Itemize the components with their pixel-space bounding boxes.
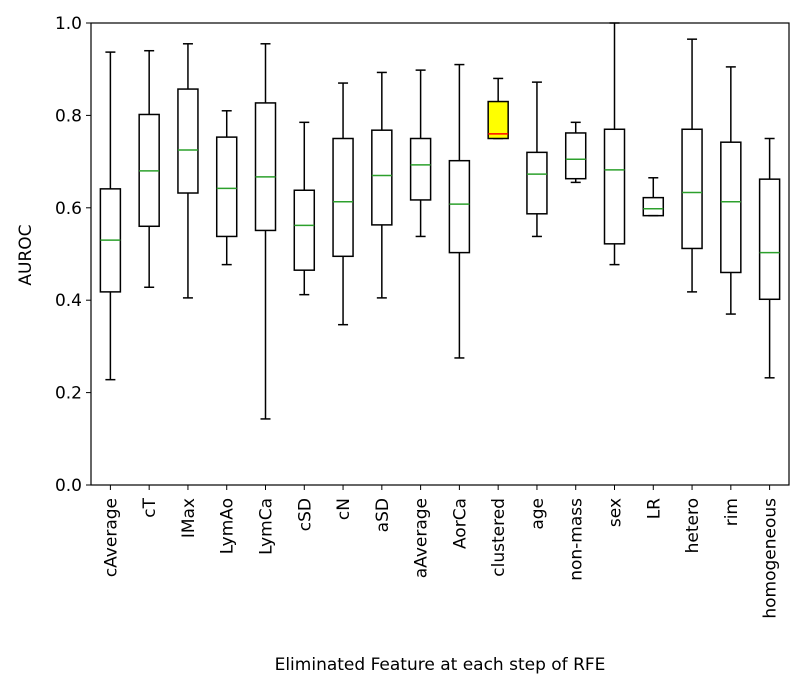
- box-iqr: [681, 128, 703, 250]
- box-sex: [603, 22, 626, 266]
- y-tick-label: 0.0: [55, 476, 82, 496]
- box-iqr: [448, 159, 471, 254]
- box-hetero: [681, 38, 703, 293]
- box-LR: [642, 177, 665, 217]
- y-tick-label: 0.6: [55, 199, 82, 219]
- box-homogeneous: [758, 137, 781, 379]
- box-cAverage: [99, 51, 122, 381]
- box-iqr: [332, 137, 354, 258]
- box-iqr: [487, 100, 509, 140]
- box-rim: [720, 66, 742, 315]
- box-aSD: [371, 71, 393, 299]
- plot-area: [90, 22, 790, 486]
- box-cT: [138, 49, 160, 289]
- x-axis-ticks: cAverage cT IMax LymAo LymCa cSD cN aSD aAverage…: [101, 485, 781, 619]
- box-IMax: [177, 43, 199, 299]
- box-cN: [332, 82, 354, 326]
- box-iqr: [371, 129, 393, 226]
- box-non-mass: [564, 121, 587, 184]
- box-iqr: [642, 196, 665, 217]
- x-tick-label: homogeneous: [761, 498, 781, 619]
- x-tick-label: IMax: [179, 498, 199, 538]
- box-iqr: [215, 136, 238, 238]
- x-tick-label: AorCa: [450, 498, 470, 549]
- box-iqr: [564, 132, 587, 180]
- box-iqr: [177, 88, 199, 194]
- box-iqr: [293, 189, 316, 271]
- box-iqr: [526, 151, 548, 215]
- x-tick-label: cT: [140, 497, 160, 517]
- box-iqr: [603, 128, 626, 245]
- y-axis-label: AUROC: [16, 224, 36, 285]
- x-tick-label: cN: [334, 498, 354, 520]
- box-iqr: [758, 178, 781, 301]
- x-tick-label: clustered: [489, 498, 509, 577]
- x-tick-label: aAverage: [412, 498, 432, 578]
- x-tick-label: cAverage: [101, 498, 121, 577]
- x-tick-label: hetero: [683, 498, 703, 553]
- box-LymAo: [215, 110, 238, 266]
- x-tick-label: non-mass: [567, 498, 587, 581]
- x-tick-label: sex: [606, 498, 626, 527]
- y-tick-label: 0.2: [55, 384, 82, 404]
- box-aAverage: [409, 69, 432, 238]
- y-tick-label: 0.8: [55, 106, 82, 126]
- axes-frame: [90, 22, 790, 486]
- x-tick-label: rim: [722, 498, 742, 526]
- x-tick-label: LymAo: [218, 498, 238, 554]
- box-iqr: [409, 137, 432, 201]
- x-tick-label: age: [528, 498, 548, 530]
- box-iqr: [720, 141, 742, 274]
- box-cSD: [293, 121, 316, 296]
- y-axis-ticks: 0.0 0.2 0.4 0.6 0.8 1.0: [55, 14, 91, 496]
- box-age: [526, 81, 548, 238]
- box-clustered: [487, 77, 509, 140]
- box-iqr: [254, 102, 277, 232]
- x-tick-label: cSD: [295, 498, 315, 531]
- box-LymCa: [254, 43, 277, 420]
- x-tick-label: aSD: [373, 498, 393, 532]
- x-axis-label: Eliminated Feature at each step of RFE: [275, 655, 606, 675]
- y-tick-label: 1.0: [55, 14, 82, 34]
- box-AorCa: [448, 63, 471, 359]
- y-tick-label: 0.4: [55, 291, 82, 311]
- x-tick-label: LR: [644, 498, 664, 519]
- x-tick-label: LymCa: [257, 498, 277, 555]
